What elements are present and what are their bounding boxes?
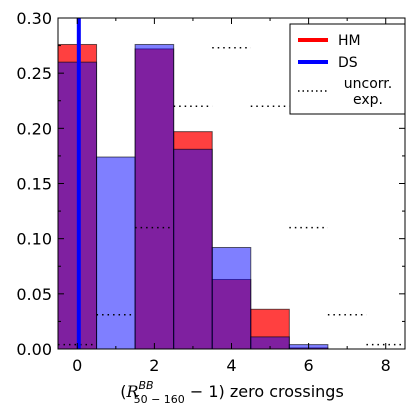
legend-uncorr-label-1: uncorr. <box>344 76 392 92</box>
x-axis-label-subscript: 50 − 160 <box>134 393 185 406</box>
legend-ds-label: DS <box>338 55 358 71</box>
y-tick-label: 0.20 <box>16 119 52 138</box>
ds-bars <box>57 43 329 350</box>
x-tick-label: 0 <box>72 356 82 375</box>
x-tick-label: 4 <box>226 356 236 375</box>
axis-tick-labels: 0 2 4 6 8 0.00 0.05 0.10 0.15 0.20 0.25 0.30 <box>16 9 390 375</box>
ds-bar <box>211 246 252 350</box>
uncorr-exp-lines <box>58 47 405 346</box>
legend-hm-label: HM <box>338 33 361 49</box>
ds-bar <box>173 148 213 350</box>
legend-uncorr-label-2: exp. <box>353 92 383 108</box>
axis-ticks <box>58 17 405 350</box>
y-tick-label: 0.30 <box>16 9 52 28</box>
x-tick-label: 2 <box>149 356 159 375</box>
y-tick-label: 0.00 <box>16 340 52 359</box>
y-tick-label: 0.15 <box>16 175 52 194</box>
ds-bar <box>96 156 136 350</box>
x-axis-label: (RBB 50 − 160 − 1) zero crossings <box>120 379 344 406</box>
x-axis-label-superscript: BB <box>139 379 154 392</box>
x-tick-label: 6 <box>304 356 314 375</box>
x-tick-label: 8 <box>381 356 391 375</box>
legend: HM DS uncorr. exp. <box>289 23 406 115</box>
y-tick-label: 0.05 <box>16 285 52 304</box>
y-tick-label: 0.25 <box>16 64 52 83</box>
ds-bar <box>134 43 175 350</box>
x-axis-label-suffix: − 1) zero crossings <box>185 382 344 401</box>
x-axis-label-symbol: R <box>125 382 138 401</box>
y-tick-label: 0.10 <box>16 230 52 249</box>
x-axis-label-prefix: ( <box>120 382 126 401</box>
